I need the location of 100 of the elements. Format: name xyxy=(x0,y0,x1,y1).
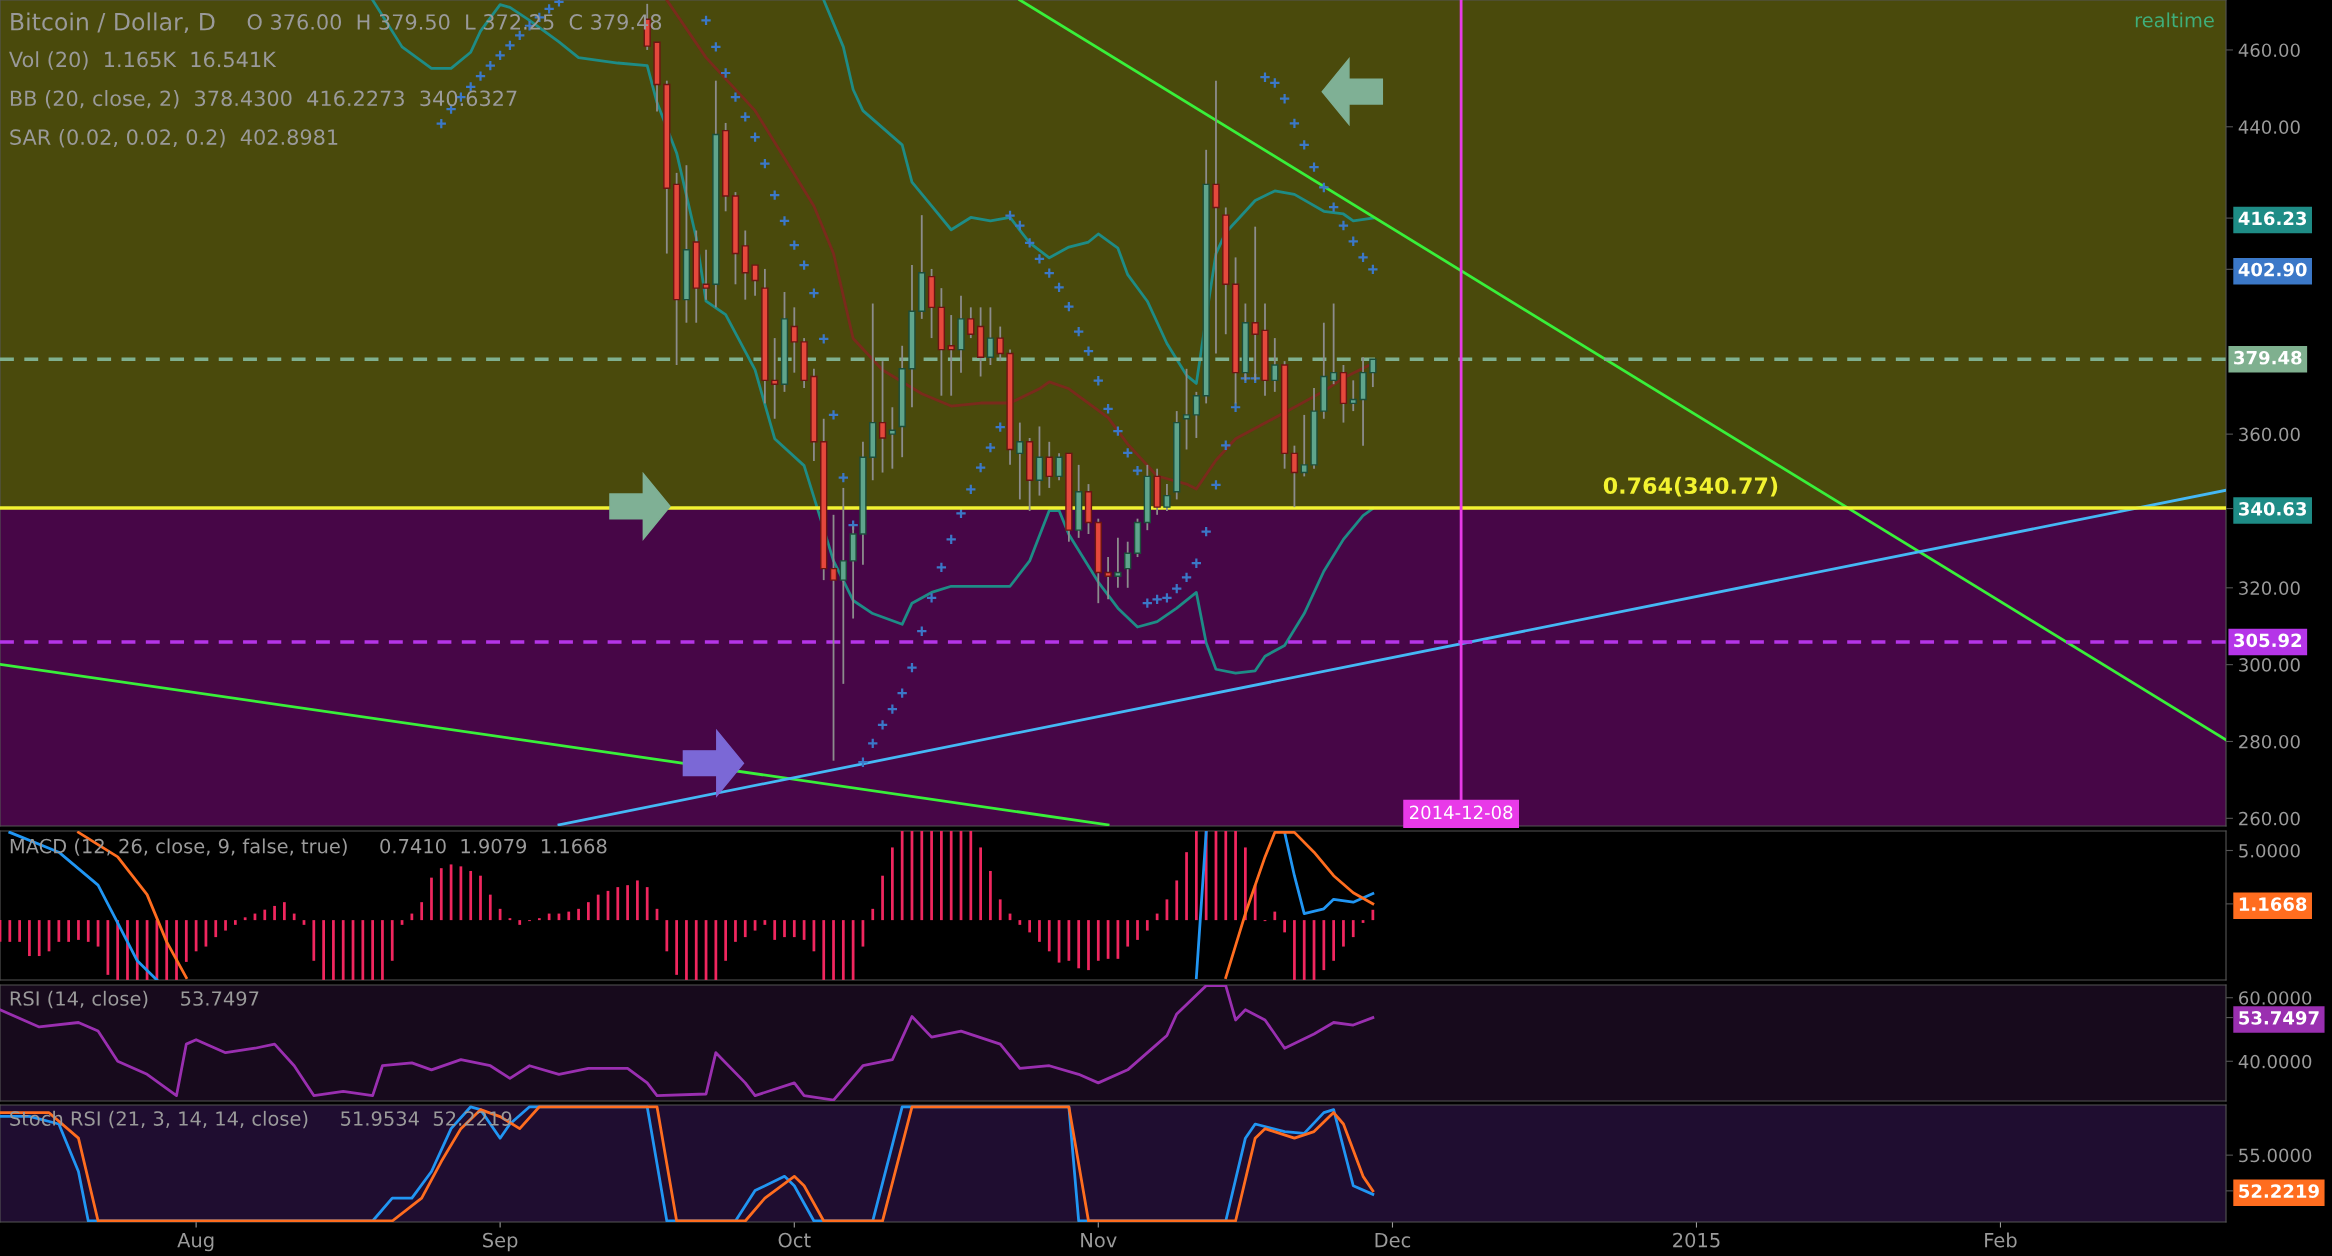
bar xyxy=(1273,911,1277,921)
bar xyxy=(371,920,375,980)
bar xyxy=(636,880,639,921)
chart-title: Bitcoin / Dollar, D xyxy=(11,12,215,34)
candlestick xyxy=(790,306,798,374)
y-tick-label: 320.00 xyxy=(2239,581,2300,595)
y-tick-label: 300.00 xyxy=(2239,658,2300,672)
bar xyxy=(86,920,90,942)
annotation: realtime xyxy=(2135,12,2214,28)
bar xyxy=(832,920,835,980)
candlestick xyxy=(1182,367,1191,451)
bar xyxy=(1145,920,1149,931)
ref-line-label: 379.48 xyxy=(2234,350,2302,365)
bar xyxy=(322,920,325,980)
candlestick xyxy=(1124,540,1132,589)
bar xyxy=(773,920,777,940)
bar xyxy=(714,920,718,980)
bar xyxy=(1067,920,1071,961)
y-tick-label: 460.00 xyxy=(2238,43,2300,58)
bar xyxy=(479,875,482,921)
bar xyxy=(1155,913,1159,921)
bar xyxy=(243,917,247,921)
bar xyxy=(920,831,924,921)
y-tick-label: 1.1668 xyxy=(2239,897,2307,911)
bar xyxy=(37,920,41,957)
candlestick xyxy=(1016,421,1024,501)
line-series xyxy=(0,1105,1375,1222)
bar xyxy=(332,920,335,980)
annotation: SAR (0.02, 0.02, 0.2) 402.8981 xyxy=(10,128,338,148)
bar xyxy=(1136,920,1139,940)
bar xyxy=(1371,909,1375,921)
candlestick xyxy=(986,306,995,366)
bar xyxy=(18,920,21,942)
line-series xyxy=(0,985,1375,1101)
ref-line-label: 305.92 xyxy=(2234,633,2302,648)
bar xyxy=(430,877,433,921)
candlestick xyxy=(1163,483,1171,512)
bar xyxy=(135,920,139,980)
candlestick xyxy=(1330,302,1338,386)
bar xyxy=(587,902,590,921)
bar xyxy=(841,920,845,980)
bar xyxy=(518,920,522,925)
bar xyxy=(67,920,71,942)
bar xyxy=(665,920,669,952)
bar xyxy=(1194,831,1198,921)
bar xyxy=(381,920,384,980)
bar xyxy=(1185,852,1188,921)
candlestick xyxy=(771,337,779,420)
chart-title: RSI (14, close) xyxy=(10,990,148,1009)
bar xyxy=(224,920,227,931)
bar xyxy=(851,920,855,980)
bar xyxy=(596,894,600,921)
bar xyxy=(1038,920,1041,942)
bar xyxy=(783,920,786,938)
candlestick xyxy=(1192,390,1200,439)
bar xyxy=(361,920,365,980)
y-tick-label: 60.0000 xyxy=(2239,991,2312,1005)
bar xyxy=(685,920,688,980)
bar xyxy=(675,920,678,975)
bar xyxy=(77,920,80,940)
y-tick-label: 280.00 xyxy=(2239,734,2300,749)
candlestick xyxy=(1035,425,1044,497)
bar xyxy=(890,847,894,921)
candlestick xyxy=(996,325,1004,363)
y-tick-label: 416.23 xyxy=(2238,211,2307,226)
bar xyxy=(949,831,953,921)
annotation: Vol (20) 1.165K 16.541K xyxy=(9,51,277,70)
bar xyxy=(312,920,316,961)
bar xyxy=(28,920,31,957)
ref-line-label: 0.764(340.77) xyxy=(1603,476,1778,497)
bar xyxy=(263,909,267,921)
bar xyxy=(1018,920,1022,925)
bar xyxy=(283,902,286,921)
y-tick-label: 52.2219 xyxy=(2239,1184,2319,1198)
candlestick xyxy=(1104,556,1112,601)
bar xyxy=(420,902,424,921)
y-tick-label: 260.00 xyxy=(2239,811,2300,826)
y-tick-label: 340.63 xyxy=(2239,502,2307,516)
bar xyxy=(645,887,649,921)
bar xyxy=(341,920,345,980)
bar xyxy=(822,920,826,980)
y-tick-label: 5.0000 xyxy=(2239,843,2300,858)
line-series xyxy=(822,0,1375,385)
candlestick xyxy=(1114,536,1122,589)
annotation: 53.7497 xyxy=(181,991,259,1006)
bar xyxy=(1234,831,1237,921)
bar xyxy=(214,920,218,938)
bar xyxy=(439,868,443,921)
candlestick xyxy=(888,406,896,470)
bar xyxy=(1332,920,1336,961)
bar xyxy=(1283,920,1286,933)
y-tick-label: 440.00 xyxy=(2238,120,2300,134)
bar xyxy=(184,920,188,962)
x-tick-label: Nov xyxy=(1081,1233,1117,1248)
bar xyxy=(969,831,973,921)
bar xyxy=(106,920,110,975)
bar xyxy=(792,920,796,938)
candlestick xyxy=(839,487,847,685)
bar xyxy=(577,908,580,921)
candlestick xyxy=(1045,440,1053,489)
